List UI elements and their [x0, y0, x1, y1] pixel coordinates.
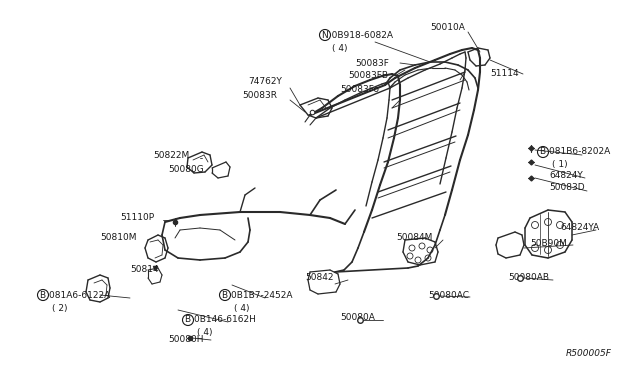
- Text: 50080AB: 50080AB: [508, 273, 549, 282]
- Text: 50083D: 50083D: [549, 183, 584, 192]
- Text: 50083Fo: 50083Fo: [340, 84, 379, 93]
- Text: 50B90M: 50B90M: [530, 238, 567, 247]
- Text: 50822M: 50822M: [153, 151, 189, 160]
- Text: N 0B918-6082A: N 0B918-6082A: [322, 31, 393, 39]
- Text: 51110P: 51110P: [120, 214, 154, 222]
- Text: ( 2): ( 2): [52, 304, 67, 312]
- Text: ( 4): ( 4): [332, 44, 348, 52]
- Text: 74762Y: 74762Y: [248, 77, 282, 87]
- Text: 51114: 51114: [490, 68, 518, 77]
- Text: 50080A: 50080A: [340, 314, 375, 323]
- Text: 50080H: 50080H: [168, 336, 204, 344]
- Text: 64824YA: 64824YA: [560, 224, 599, 232]
- Text: 50083F: 50083F: [355, 58, 389, 67]
- Text: ( 4): ( 4): [234, 304, 250, 312]
- Text: B 081A6-6122A: B 081A6-6122A: [40, 291, 110, 299]
- Text: 50814: 50814: [130, 266, 159, 275]
- Text: B 0B1B7-2452A: B 0B1B7-2452A: [222, 291, 292, 299]
- Text: 50080AC: 50080AC: [428, 291, 469, 299]
- Text: 64824Y: 64824Y: [549, 170, 583, 180]
- Text: B 081B6-8202A: B 081B6-8202A: [540, 148, 611, 157]
- Text: 50083FB: 50083FB: [348, 71, 388, 80]
- Text: 50810M: 50810M: [100, 234, 136, 243]
- Text: 50080G: 50080G: [168, 166, 204, 174]
- Text: 50083R: 50083R: [242, 90, 277, 99]
- Text: ( 4): ( 4): [197, 328, 212, 337]
- Text: R500005F: R500005F: [566, 350, 612, 359]
- Text: 50842: 50842: [305, 273, 333, 282]
- Text: 50010A: 50010A: [430, 23, 465, 32]
- Text: 50084M: 50084M: [396, 234, 433, 243]
- Text: ( 1): ( 1): [552, 160, 568, 170]
- Text: B 0B146-6162H: B 0B146-6162H: [185, 315, 256, 324]
